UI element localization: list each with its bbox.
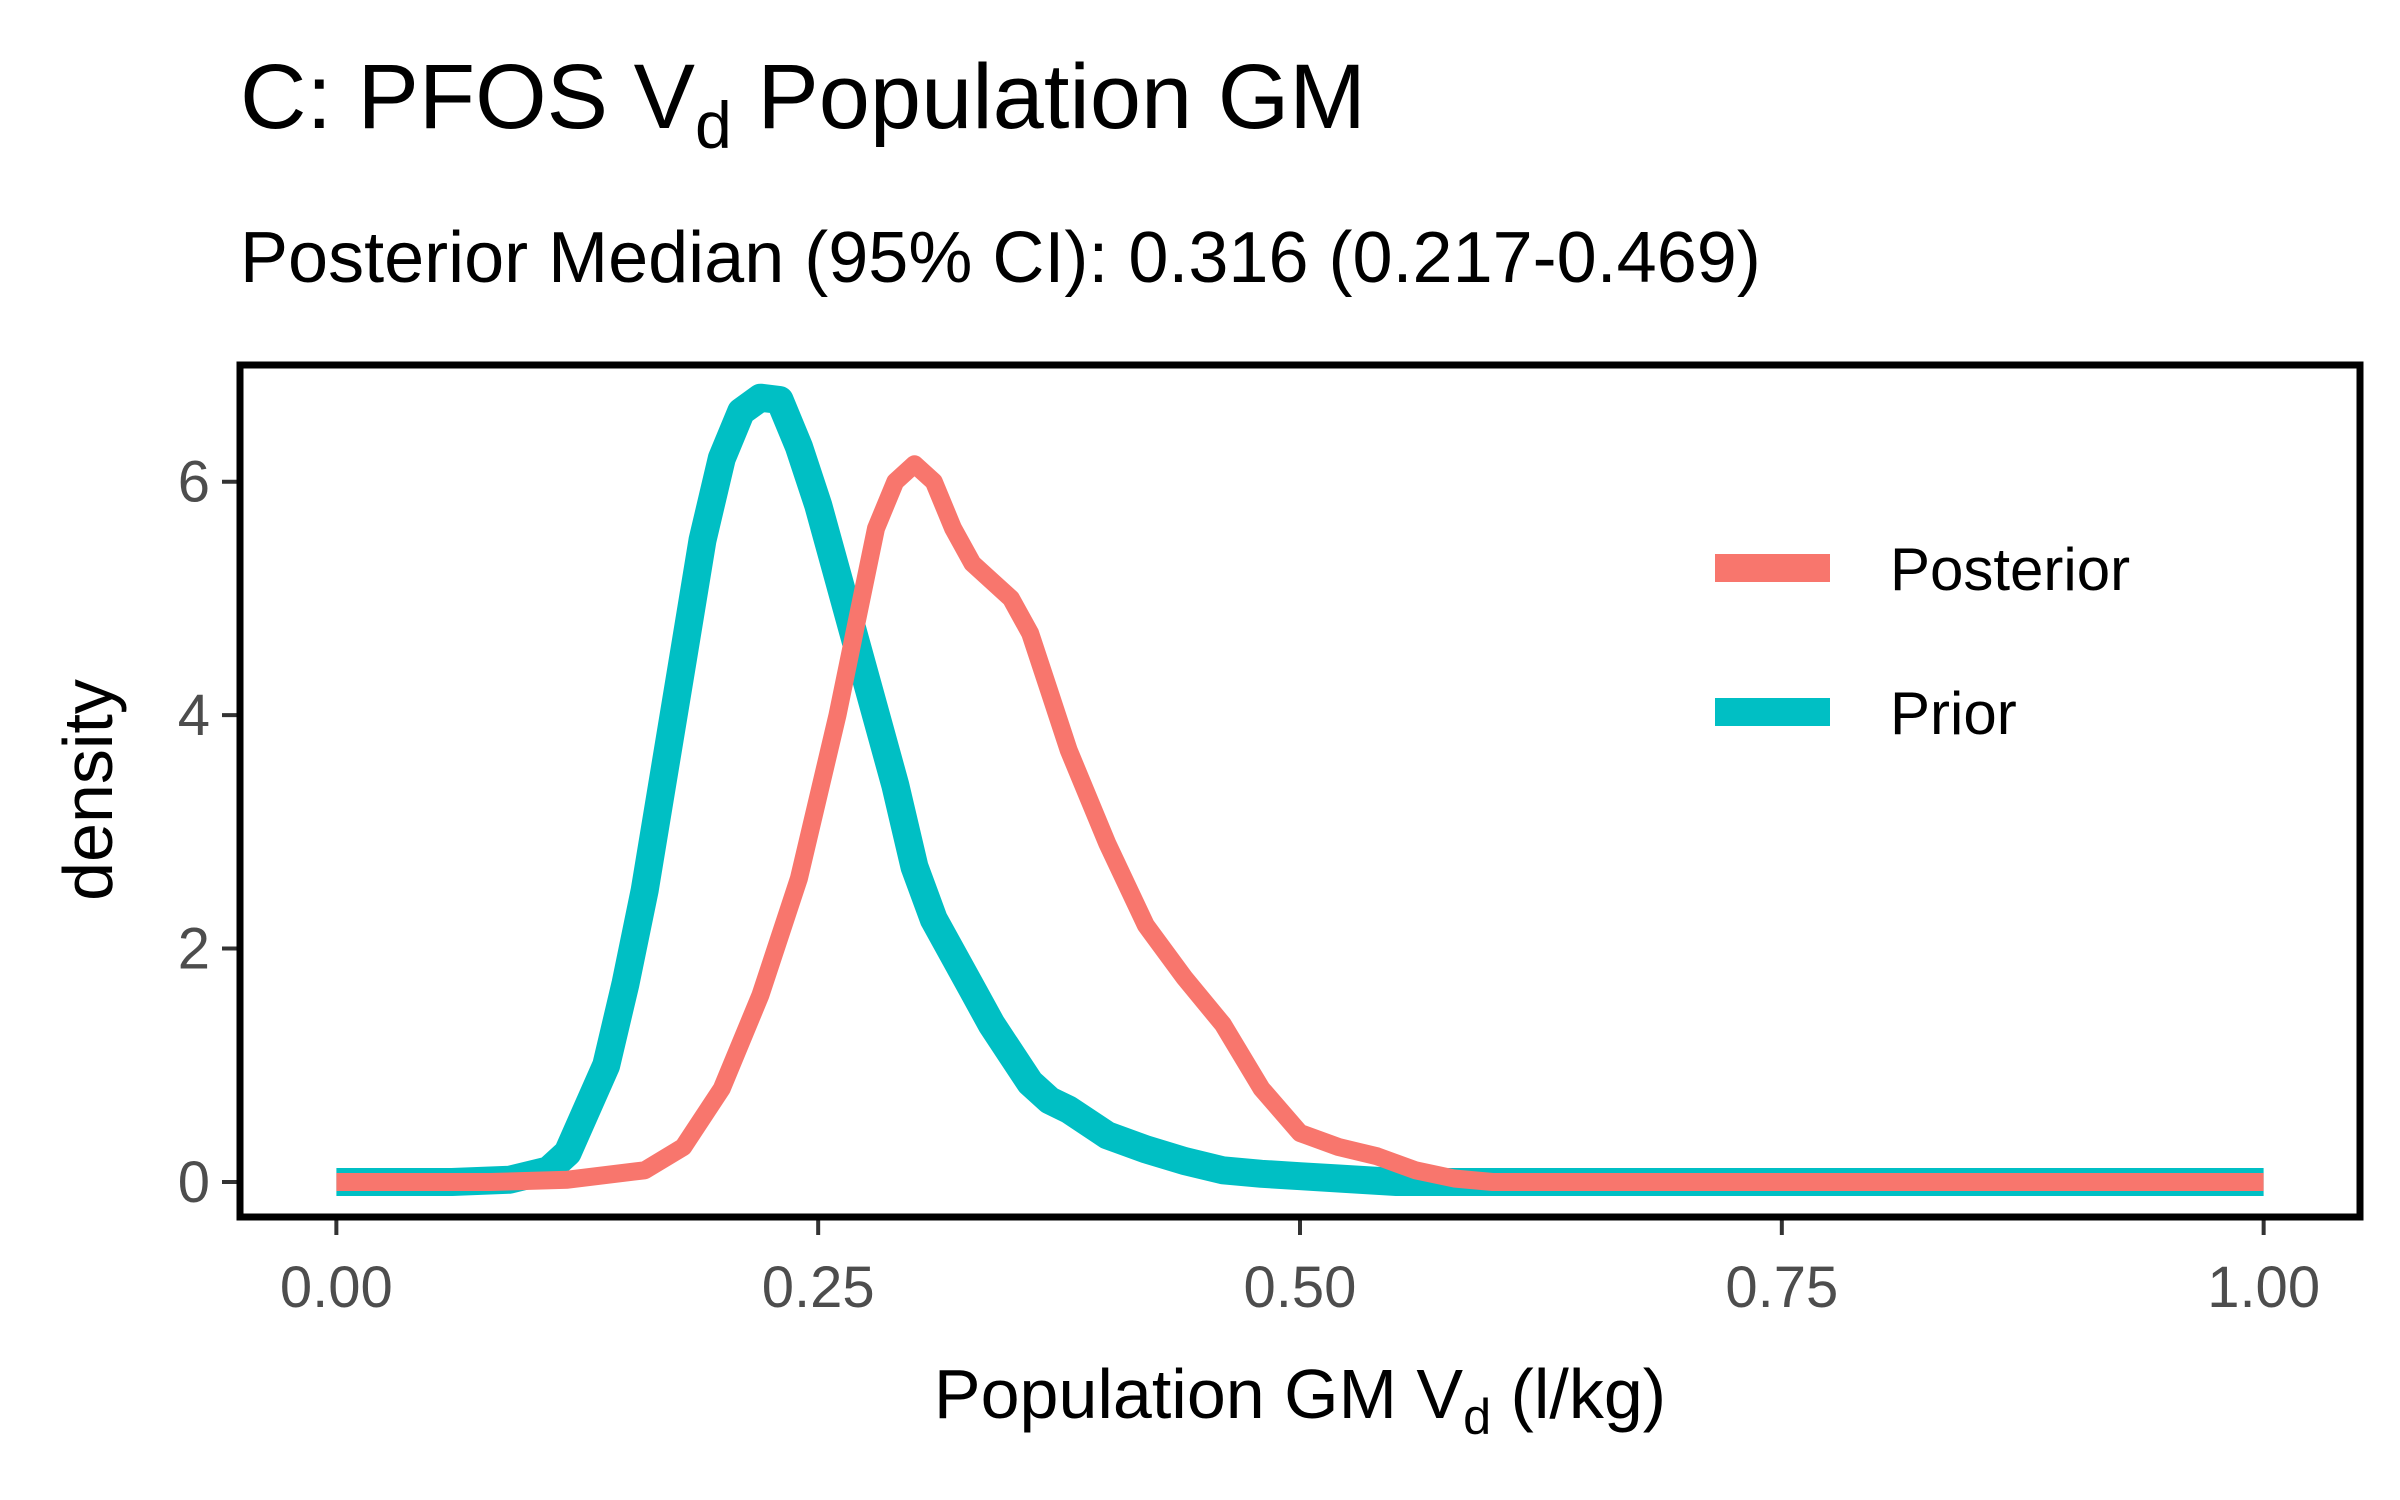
series-line-posterior bbox=[336, 455, 2264, 1191]
y-axis-title: density bbox=[49, 679, 127, 901]
x-tick-label: 0.00 bbox=[280, 1255, 393, 1320]
y-tick-label: 0 bbox=[178, 1150, 210, 1215]
x-tick-label: 0.75 bbox=[1725, 1255, 1838, 1320]
legend-label-posterior: Posterior bbox=[1890, 536, 2130, 603]
x-tick-label: 0.50 bbox=[1244, 1255, 1357, 1320]
series-layer bbox=[336, 383, 2264, 1196]
x-tick-label: 0.25 bbox=[762, 1255, 875, 1320]
y-tick-label: 4 bbox=[178, 683, 210, 748]
chart-title: C: PFOS Vd Population GM bbox=[240, 46, 1366, 163]
legend-label-prior: Prior bbox=[1890, 680, 2017, 747]
y-tick-label: 2 bbox=[178, 917, 210, 982]
plot-panel-border bbox=[236, 361, 2364, 1221]
legend: Posterior Prior bbox=[1715, 536, 2130, 747]
x-axis-title: Population GM Vd (l/kg) bbox=[934, 1355, 1666, 1445]
x-axis: 0.00 0.25 0.50 0.75 1.00 bbox=[280, 1217, 2320, 1320]
series-line-prior bbox=[336, 383, 2264, 1196]
chart-subtitle: Posterior Median (95% CI): 0.316 (0.217-… bbox=[240, 218, 1761, 298]
x-tick-label: 1.00 bbox=[2207, 1255, 2320, 1320]
y-tick-label: 6 bbox=[178, 450, 210, 515]
y-axis: 0 2 4 6 bbox=[178, 450, 240, 1215]
